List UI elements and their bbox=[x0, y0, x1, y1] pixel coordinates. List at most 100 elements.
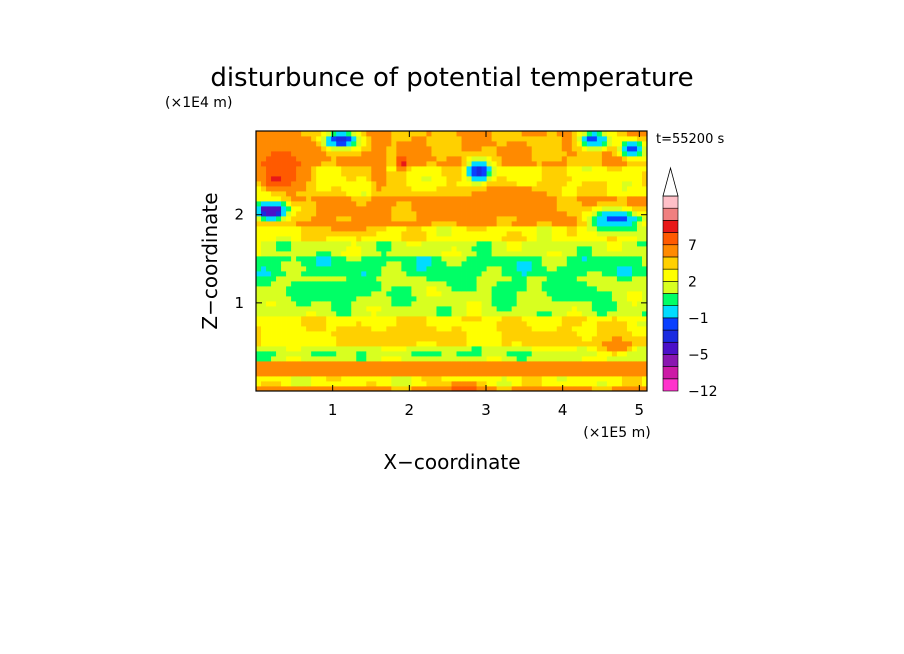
heatmap-cell bbox=[366, 356, 372, 362]
heatmap-cell bbox=[276, 131, 282, 137]
heatmap-cell bbox=[401, 186, 407, 192]
heatmap-cell bbox=[421, 231, 427, 237]
heatmap-cell bbox=[526, 211, 533, 217]
heatmap-cell bbox=[436, 351, 442, 357]
heatmap-cell bbox=[446, 191, 452, 197]
heatmap-cell bbox=[526, 156, 533, 162]
heatmap-cell bbox=[601, 231, 608, 237]
heatmap-cell bbox=[371, 206, 377, 212]
heatmap-cell bbox=[571, 276, 578, 282]
heatmap-cell bbox=[581, 286, 588, 292]
heatmap-cell bbox=[261, 251, 267, 257]
heatmap-cell bbox=[386, 236, 392, 242]
heatmap-cell bbox=[536, 186, 543, 192]
heatmap-cell bbox=[491, 266, 498, 272]
heatmap-cell bbox=[466, 381, 472, 387]
heatmap-cell bbox=[486, 331, 492, 337]
heatmap-cell bbox=[571, 211, 578, 217]
heatmap-cell bbox=[571, 331, 578, 337]
heatmap-cell bbox=[356, 256, 362, 262]
heatmap-cell bbox=[426, 196, 432, 202]
heatmap-cell bbox=[566, 201, 573, 207]
heatmap-cell bbox=[416, 321, 422, 327]
heatmap-cell bbox=[266, 321, 272, 327]
heatmap-cell bbox=[441, 281, 447, 287]
heatmap-cell bbox=[346, 266, 352, 272]
heatmap-cell bbox=[516, 246, 523, 252]
heatmap-cell bbox=[431, 351, 437, 357]
heatmap-cell bbox=[481, 221, 487, 227]
heatmap-cell bbox=[256, 181, 262, 187]
heatmap-cell bbox=[286, 221, 292, 227]
heatmap-cell bbox=[511, 281, 518, 287]
heatmap-cell bbox=[606, 166, 613, 172]
heatmap-cell bbox=[641, 331, 648, 337]
heatmap-cell bbox=[591, 136, 598, 142]
heatmap-cell bbox=[536, 131, 543, 137]
heatmap-cell bbox=[391, 256, 397, 262]
heatmap-cell bbox=[311, 356, 317, 362]
heatmap-cell bbox=[321, 251, 327, 257]
heatmap-cell bbox=[636, 241, 643, 247]
heatmap-cell bbox=[581, 276, 588, 282]
heatmap-cell bbox=[556, 261, 563, 267]
heatmap-cell bbox=[586, 156, 593, 162]
heatmap-cell bbox=[576, 136, 583, 142]
heatmap-cell bbox=[541, 281, 548, 287]
heatmap-cell bbox=[581, 191, 588, 197]
heatmap-cell bbox=[531, 221, 538, 227]
heatmap-cell bbox=[631, 321, 638, 327]
heatmap-cell bbox=[401, 351, 407, 357]
heatmap-cell bbox=[641, 166, 648, 172]
heatmap-cell bbox=[481, 296, 487, 302]
heatmap-cell bbox=[596, 146, 603, 152]
heatmap-cell bbox=[416, 266, 422, 272]
heatmap-cell bbox=[616, 261, 623, 267]
heatmap-cell bbox=[376, 276, 382, 282]
heatmap-cell bbox=[636, 231, 643, 237]
heatmap-cell bbox=[261, 181, 267, 187]
heatmap-cell bbox=[616, 201, 623, 207]
heatmap-cell bbox=[266, 146, 272, 152]
heatmap-cell bbox=[576, 286, 583, 292]
heatmap-cell bbox=[431, 141, 437, 147]
heatmap-cell bbox=[411, 206, 417, 212]
heatmap-cell bbox=[571, 131, 578, 137]
heatmap-cell bbox=[456, 166, 462, 172]
heatmap-cell bbox=[591, 366, 598, 372]
heatmap-cell bbox=[296, 231, 302, 237]
heatmap-cell bbox=[486, 381, 492, 387]
heatmap-cell bbox=[386, 386, 392, 392]
heatmap-cell bbox=[381, 326, 387, 332]
heatmap-cell bbox=[336, 166, 342, 172]
heatmap-cell bbox=[426, 351, 432, 357]
heatmap-cell bbox=[546, 241, 553, 247]
heatmap-cell bbox=[566, 271, 573, 277]
colorbar-extend-arrow bbox=[662, 166, 679, 197]
heatmap-cell bbox=[411, 386, 417, 392]
heatmap-cell bbox=[306, 316, 312, 322]
heatmap-cell bbox=[356, 351, 362, 357]
heatmap-cell bbox=[406, 231, 412, 237]
heatmap-cell bbox=[481, 206, 487, 212]
heatmap-cell bbox=[341, 156, 347, 162]
heatmap-cell bbox=[361, 351, 367, 357]
heatmap-cell bbox=[366, 271, 372, 277]
heatmap-cell bbox=[366, 341, 372, 347]
heatmap-cell bbox=[331, 326, 337, 332]
heatmap-cell bbox=[536, 296, 543, 302]
heatmap-cell bbox=[591, 371, 598, 377]
heatmap-cell bbox=[471, 171, 477, 177]
heatmap-cell bbox=[311, 276, 317, 282]
heatmap-cell bbox=[276, 326, 282, 332]
heatmap-cell bbox=[471, 266, 477, 272]
heatmap-cell bbox=[276, 206, 282, 212]
heatmap-cell bbox=[396, 221, 402, 227]
heatmap-cell bbox=[626, 181, 633, 187]
heatmap-cell bbox=[296, 381, 302, 387]
heatmap-cell bbox=[556, 321, 563, 327]
heatmap-cell bbox=[596, 161, 603, 167]
heatmap-cell bbox=[576, 176, 583, 182]
heatmap-cell bbox=[456, 366, 462, 372]
heatmap-cell bbox=[261, 196, 267, 202]
